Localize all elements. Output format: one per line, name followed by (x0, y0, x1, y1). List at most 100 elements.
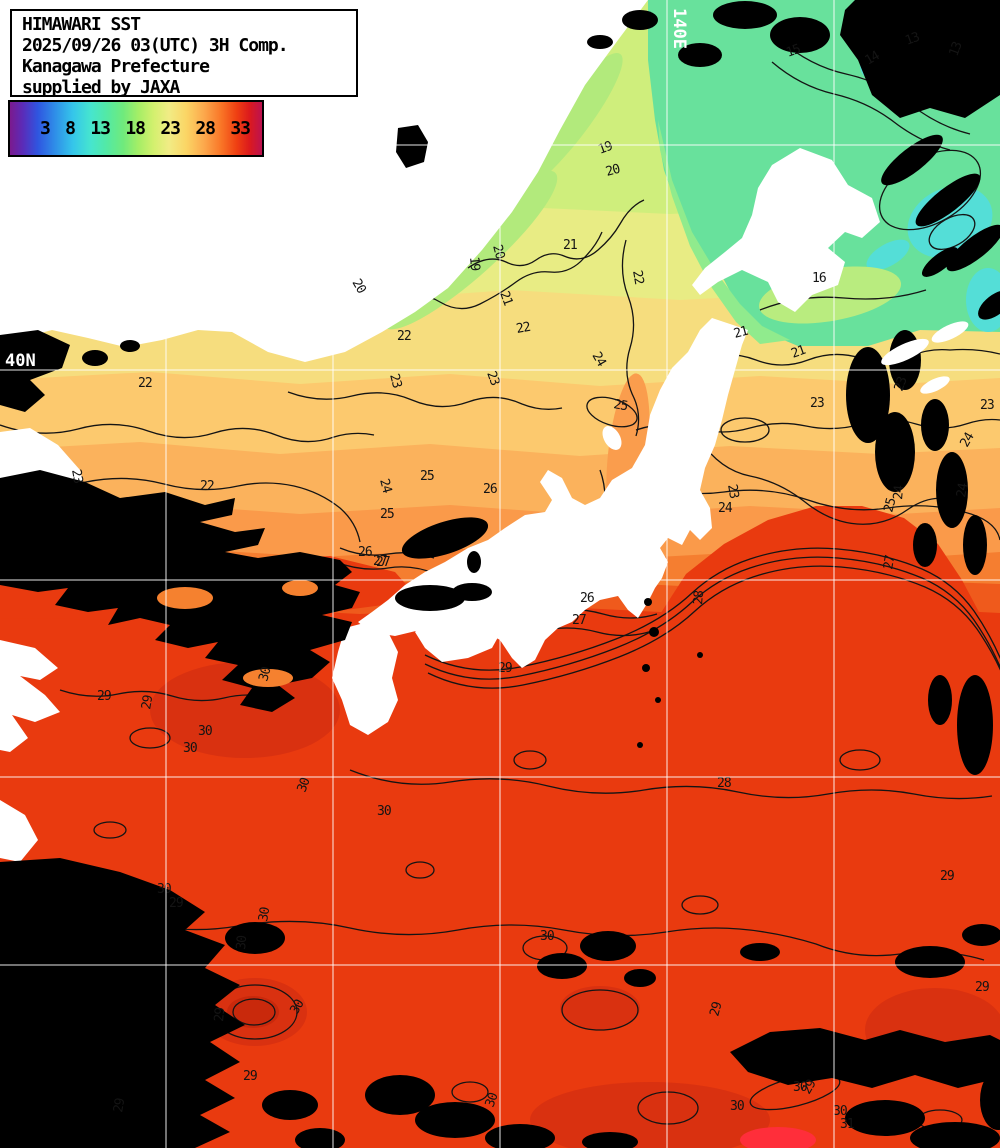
contour-value-label: 30 (256, 906, 273, 922)
contour-value-label: 22 (200, 479, 214, 494)
land-china-coast (0, 800, 38, 862)
colorbar-tick: 18 (125, 118, 146, 139)
contour-value-label: 30 (287, 998, 307, 1017)
cloud (840, 0, 1000, 118)
land-sado-island (602, 426, 622, 450)
cloud (980, 1070, 1000, 1130)
contour-value-label: 24 (954, 481, 971, 498)
cloud (957, 675, 993, 775)
contour-value-label: 24 (891, 484, 907, 500)
cloud (875, 412, 915, 492)
contour-value-label: 23 (810, 396, 824, 411)
colorbar-ticks: 3 8 13 18 23 28 33 (40, 102, 251, 155)
cloud (622, 10, 658, 30)
contour-value-label: 30 (377, 804, 391, 819)
cloud (913, 523, 937, 567)
contour-value-label: 31 (840, 1117, 854, 1132)
contour-value-label: 30 (833, 1104, 847, 1119)
warm-gap-in-cloud (282, 580, 318, 596)
contour-value-label: 30 (157, 882, 171, 897)
title-line-supplier: supplied by JAXA (22, 77, 180, 98)
cloud (845, 1100, 925, 1136)
cloud (895, 946, 965, 978)
cloud-lake-biwa (467, 551, 481, 573)
cloud (225, 922, 285, 954)
contour-value-label: 23 (724, 483, 741, 499)
cloud (295, 1128, 345, 1148)
cloud-izu-island (697, 652, 703, 658)
contour-value-label: 29 (111, 1097, 128, 1113)
contour-value-label: 13 (947, 40, 966, 58)
land-kuril-island (881, 338, 929, 366)
kuroshio-red-bulge (655, 506, 1000, 700)
contour-value-label: 23 (980, 398, 994, 413)
cloud (770, 17, 830, 53)
contour-value-label: 28 (691, 590, 707, 605)
colorbar-tick: 33 (230, 118, 251, 139)
hot-spot (740, 1127, 816, 1148)
cloud (963, 515, 987, 575)
cloud (713, 1, 777, 29)
cloud (587, 35, 613, 49)
contour-value-label: 24 (718, 501, 733, 516)
cloud-izu-island (642, 664, 650, 672)
cloud (401, 517, 489, 559)
contour-value-label: 21 (563, 238, 577, 253)
cloud-izu-island (655, 697, 661, 703)
contour-value-label: 21 (496, 289, 515, 307)
contour-value-label: 23 (483, 369, 502, 387)
warm-gap-in-cloud (157, 587, 213, 609)
land-kuril-island (920, 376, 950, 394)
land-hokkaido (692, 148, 880, 312)
cloud (921, 399, 949, 451)
cloud-izu-island (637, 742, 643, 748)
cloud (910, 1122, 1000, 1148)
colorbar-tick: 3 (40, 118, 51, 139)
cloud-bottom-right (730, 1028, 1000, 1088)
contour-value-label: 22 (515, 320, 531, 337)
colorbar: 3 8 13 18 23 28 33 (8, 100, 264, 157)
cloud-taiwan-area (0, 858, 245, 1148)
colorbar-tick: 23 (160, 118, 181, 139)
contour-value-label: 29 (799, 1078, 819, 1097)
cloud (395, 585, 465, 611)
contour-value-label: 30 (295, 776, 314, 794)
cloud-izu-island (644, 598, 652, 606)
cloud (452, 583, 492, 601)
contour-value-label: 22 (397, 329, 411, 344)
land-shikoku (415, 612, 502, 662)
cloud (928, 675, 952, 725)
land-china-coast (0, 640, 60, 752)
contour-value-label: 28 (717, 776, 731, 791)
contour-value-label: 22 (629, 269, 646, 285)
contour-value-label: 29 (498, 661, 512, 676)
cloud (537, 953, 587, 979)
contour-value-label: 25 (420, 469, 434, 484)
contour-value-label: 29 (940, 869, 954, 884)
contour-value-label: 23 (892, 375, 911, 393)
contour-value-label: 30 (730, 1099, 744, 1114)
contour-value-label: 20 (489, 243, 507, 260)
contour-value-label: 30 (256, 666, 274, 683)
title-box: HIMAWARI SST 2025/09/26 03(UTC) 3H Comp.… (10, 9, 358, 98)
cloud-kuril (978, 290, 1000, 320)
colorbar-gradient (10, 102, 262, 155)
contour-value-label: 30 (483, 1091, 502, 1109)
warm-gap-in-cloud (243, 669, 293, 687)
red-dark-patch (560, 986, 640, 1030)
contour-value-label: 19 (466, 256, 482, 271)
contour-value-label: 29 (139, 694, 156, 710)
cloud-island-blob (396, 125, 428, 168)
contour-value-label: 30 (540, 929, 554, 944)
red-darker-core (227, 996, 279, 1028)
cloud (262, 1090, 318, 1120)
contour-value-label: 13 (903, 30, 921, 49)
cloud-kuril (921, 247, 959, 277)
colorbar-tick: 8 (65, 118, 76, 139)
cloud (485, 1124, 555, 1148)
contour-value-label: 26 (483, 482, 497, 497)
cloud-kuril (915, 173, 981, 227)
